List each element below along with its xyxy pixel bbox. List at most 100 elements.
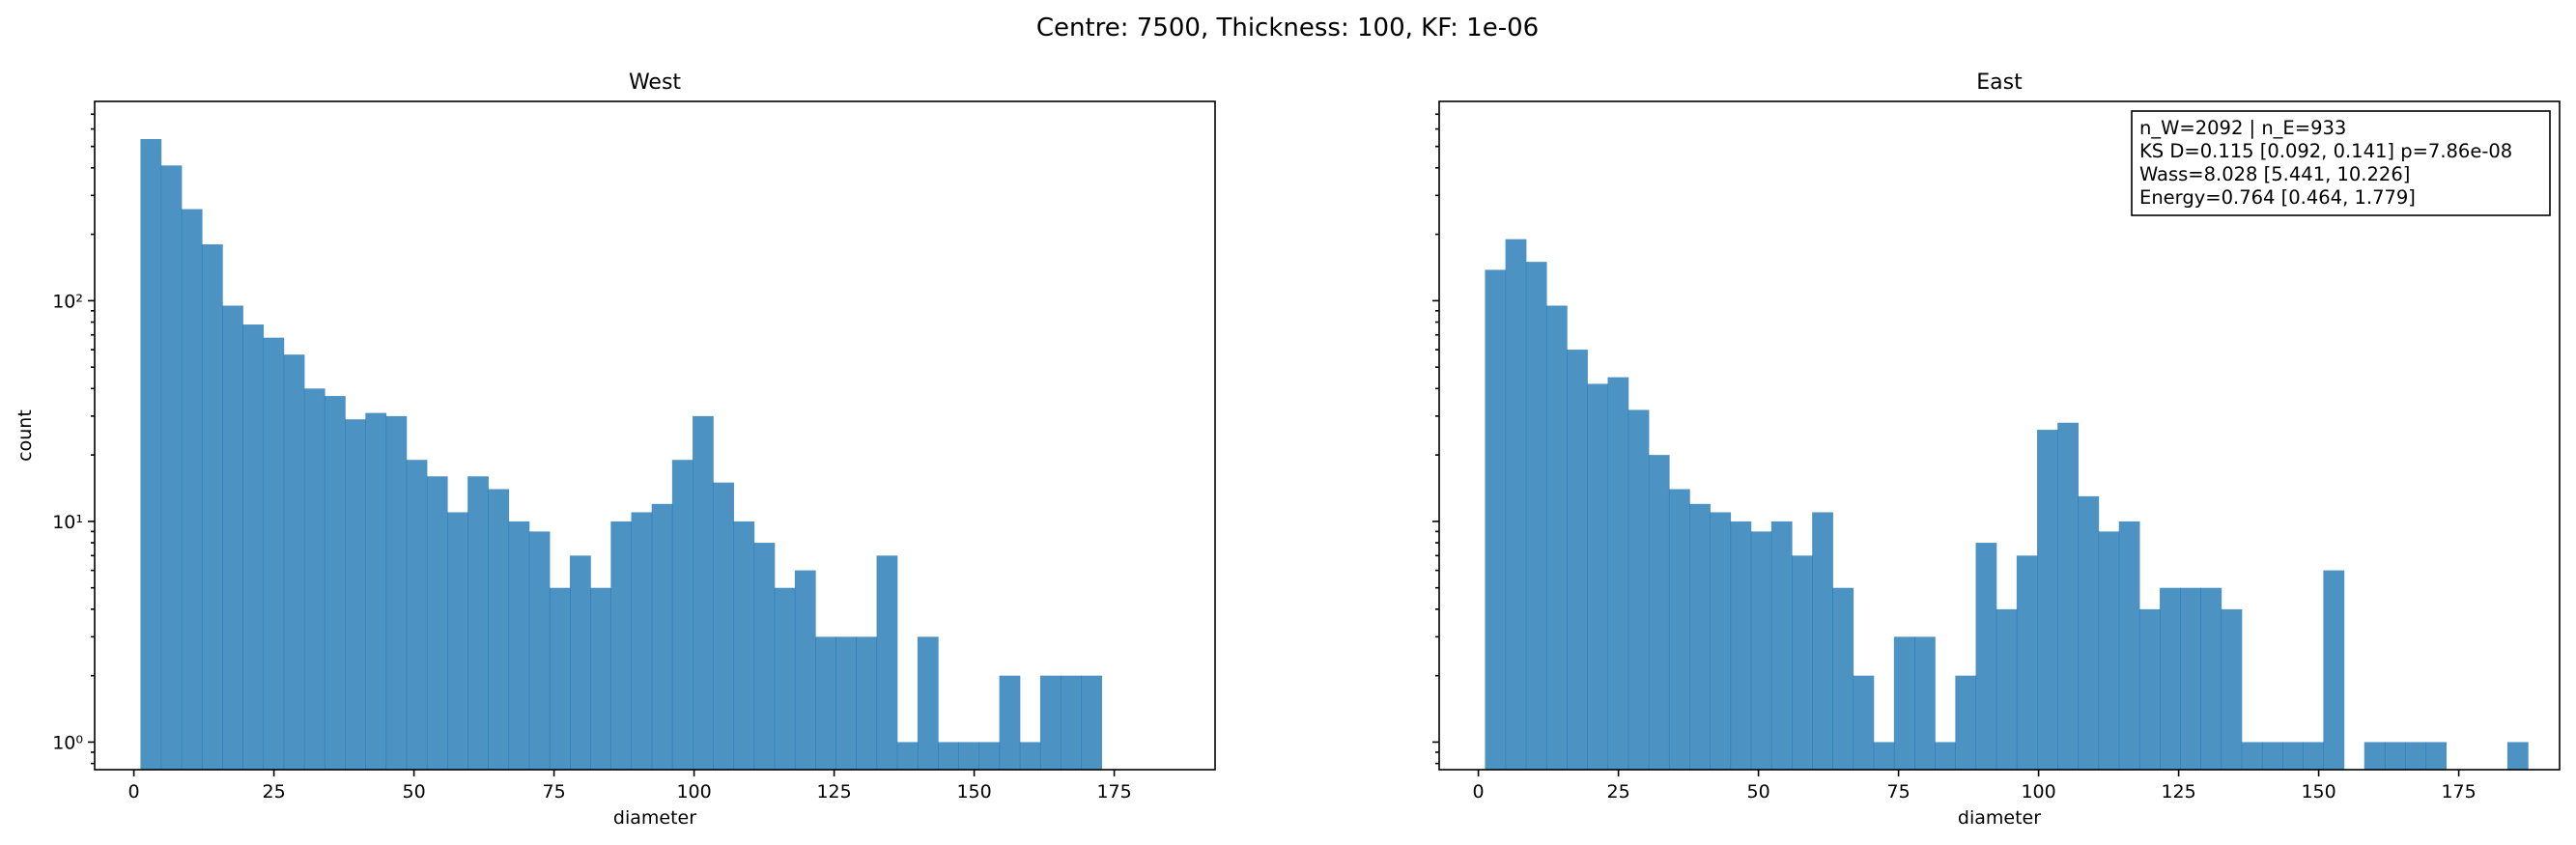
stats-annotation-box: n_W=2092 | n_E=933 KS D=0.115 [0.092, 0.… [2131,110,2551,216]
west-bar [693,415,714,770]
east-x-tick-label: 0 [1473,781,1485,803]
west-bar [896,742,919,770]
west-bar [446,512,468,770]
east-bar [1832,587,1854,770]
west-bar [160,165,183,771]
west-x-tick-label: 0 [128,781,140,803]
west-bar [938,742,959,770]
east-bar [2138,608,2161,770]
east-bar [2282,742,2304,770]
west-x-tick-label: 125 [816,781,851,803]
west-title: West [629,70,681,95]
west-bar [1039,675,1062,770]
east-bar [2200,587,2222,770]
west-bar [345,419,366,770]
east-bar [1812,512,1833,770]
west-x-tick-label: 50 [403,781,426,803]
west-x-ticks: 0 25 50 75 100 125 150 175 [128,770,1132,803]
east-x-tick-label: 150 [2301,781,2335,803]
west-bar [385,415,408,770]
east-x-tick-label: 25 [1607,781,1630,803]
west-bar [978,742,1001,770]
east-x-ticks: 0 25 50 75 100 125 150 175 [1473,770,2477,803]
east-bar [2078,495,2100,770]
east-bars [1485,239,2529,770]
east-bar [2425,742,2448,770]
east-bar [2405,742,2426,770]
east-bar [1750,531,1772,770]
east-bar [1873,742,1895,770]
east-x-tick-label: 125 [2161,781,2195,803]
east-x-tick-label: 175 [2441,781,2476,803]
west-x-tick-label: 100 [676,781,711,803]
west-bar [242,324,265,770]
west-bar [508,521,530,770]
east-bar [2057,422,2079,770]
west-bar [671,460,694,770]
east-bar [1710,512,1732,770]
east-bar [1975,543,1997,770]
west-x-tick-label: 175 [1096,781,1131,803]
west-bar [631,512,653,770]
west-bar [570,555,591,770]
east-bar [1689,503,1711,770]
east-bar [1935,742,1956,770]
east-bar [1770,521,1793,770]
west-bar [549,587,571,770]
stats-line-energy: Energy=0.764 [0.464, 1.779] [2139,186,2416,209]
west-bar [1019,742,1041,770]
east-bar [1791,555,1813,770]
west-bars [140,139,1103,771]
east-bar [1996,608,2018,770]
east-bar [1853,675,1875,770]
west-bar [753,543,776,770]
east-axes-frame [1438,100,2561,771]
east-bar [2160,587,2181,770]
east-bar [2098,531,2120,770]
east-bar [1955,675,1977,770]
east-bar [2016,555,2038,770]
y-tick-label: 10² [52,291,83,312]
east-x-axis-label: diameter [1958,807,2041,829]
east-bar [2364,742,2386,770]
west-bar [1081,675,1103,770]
west-bar [181,209,203,771]
y-axis-label: count [14,409,36,462]
west-x-tick-label: 25 [263,781,286,803]
west-axes-frame [94,100,1216,771]
east-x-tick-label: 50 [1747,781,1770,803]
west-bar [713,482,734,770]
east-bar [2261,742,2283,770]
west-panel: 0 25 50 75 100 125 150 175 10⁰ 10¹ 10² West diame… [14,70,1216,829]
east-bar [2241,742,2263,770]
east-bar [1567,350,1588,770]
east-bar [2506,742,2529,770]
west-bar [610,521,633,770]
east-x-tick-label: 100 [2021,781,2055,803]
east-y-ticks [1432,113,1439,765]
west-y-ticks: 10⁰ 10¹ 10² [52,113,95,765]
east-bar [1893,636,1915,770]
east-bar [1648,455,1670,770]
west-bar [263,337,285,770]
west-x-axis-label: diameter [613,807,696,829]
west-x-tick-label: 75 [543,781,566,803]
stats-box-frame [2131,110,2551,216]
west-bar [488,489,510,770]
west-bar [794,570,816,770]
east-bar [1607,377,1629,770]
west-bar [733,521,755,770]
west-bar [917,636,939,770]
y-tick-label: 10¹ [52,512,83,533]
east-bar [2118,521,2140,770]
east-panel: 0 25 50 75 100 125 150 175 East diameter n_W=20… [1432,70,2561,829]
east-bar [1730,521,1752,770]
west-bar [406,460,428,770]
east-bar [1914,636,1936,770]
east-bar [2221,608,2243,770]
west-bar [856,636,878,770]
y-tick-label: 10⁰ [52,732,83,753]
east-bar [2180,587,2201,770]
west-bar [283,354,305,770]
